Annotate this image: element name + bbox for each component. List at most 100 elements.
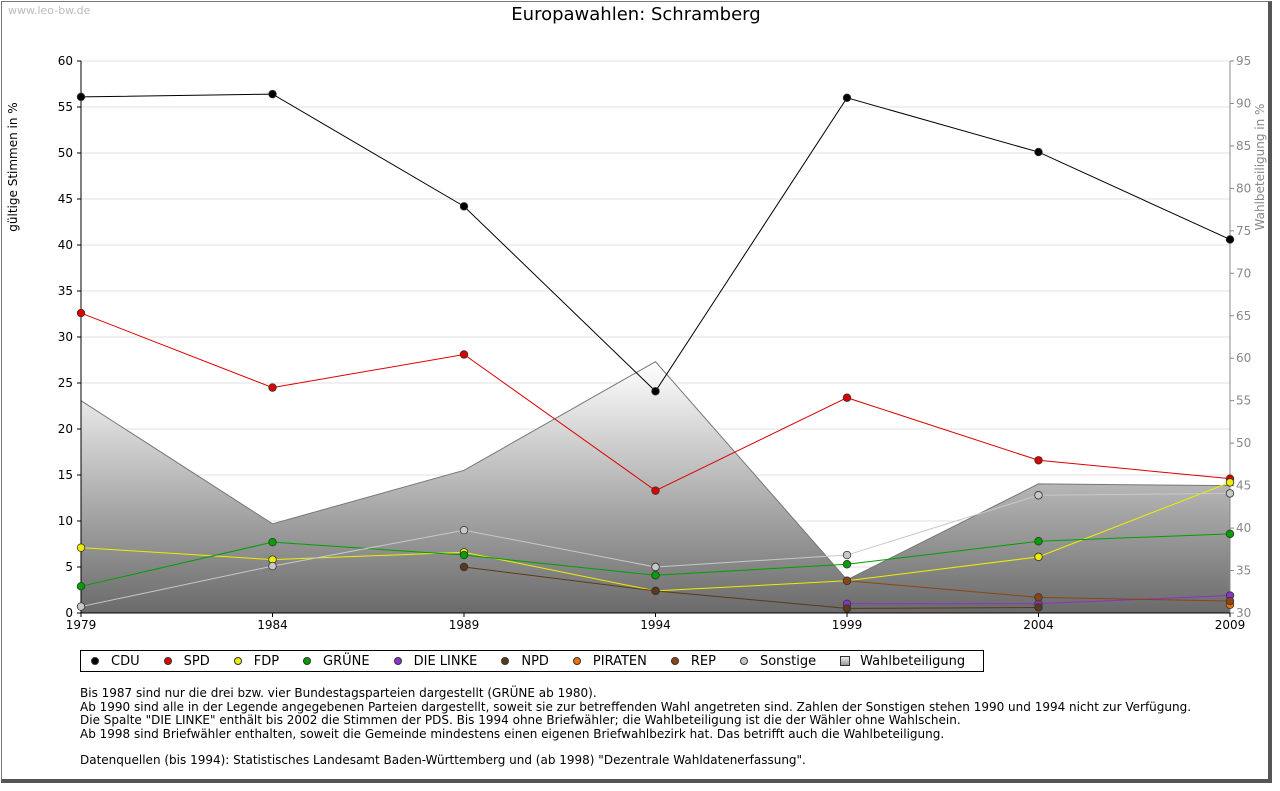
notes: Bis 1987 sind nur die drei bzw. vier Bun… [80, 686, 1192, 768]
point-cdu [268, 89, 277, 99]
y-tick-label: 45 [58, 192, 73, 206]
legend-label: PIRATEN [592, 653, 647, 669]
x-tick-label: 1999 [832, 618, 863, 632]
y-tick-label: 40 [58, 238, 73, 252]
legend-label: GRÜNE [323, 653, 370, 669]
note-line-1: Bis 1987 sind nur die drei bzw. vier Bun… [80, 686, 597, 700]
point-spd [842, 393, 852, 402]
note-line-2: Ab 1990 sind alle in der Legende angegeb… [80, 699, 1192, 714]
legend-item: Sonstige [739, 653, 817, 669]
y2-tick-label: 90 [1236, 96, 1251, 110]
y-tick-label: 0 [65, 606, 73, 620]
y-tick-label: 50 [58, 146, 73, 160]
legend-swatch [739, 657, 748, 665]
legend-label: SPD [183, 653, 210, 669]
point-sonstige [842, 550, 852, 560]
legend-label: FDP [253, 653, 280, 669]
point-gr-ne [651, 571, 660, 580]
point-fdp [1225, 478, 1235, 487]
chart-title: Europawahlen: Schramberg [511, 4, 761, 25]
point-npd [842, 604, 852, 613]
point-spd [651, 486, 660, 495]
point-spd [1034, 456, 1043, 465]
point-gr-ne [1034, 537, 1043, 546]
point-rep [1034, 593, 1043, 602]
point-fdp [1034, 552, 1043, 562]
point-sonstige [268, 561, 277, 571]
legend-swatch [303, 657, 312, 665]
y2-tick-label: 50 [1236, 436, 1251, 450]
point-sonstige [459, 526, 469, 535]
legend: CDU SPD FDP GRÜNE DIE LINKE NPD PIRATEN REP Sons… [80, 650, 985, 672]
legend-swatch [670, 657, 679, 665]
point-gr-ne [459, 550, 469, 560]
point-spd [459, 350, 469, 359]
y-tick-label: 10 [58, 514, 73, 528]
watermark: www.leo-bw.de [8, 4, 91, 17]
turnout-line [80, 360, 1231, 581]
legend-label: CDU [111, 653, 140, 669]
chart-svg: 0 5 10 15 20 25 30 35 40 45 50 55 60 30 35 40 45 50 55 60 65… [6, 54, 1267, 632]
legend-item: NPD [501, 654, 549, 669]
point-gr-ne [1225, 529, 1235, 539]
y-axis-label: gültige Stimmen in % [6, 102, 20, 231]
point-rep [1225, 596, 1235, 606]
note-line-5: Datenquellen (bis 1994): Statistisches L… [80, 753, 806, 767]
legend-label: NPD [521, 653, 549, 669]
point-cdu [1034, 147, 1043, 157]
legend-swatch [393, 657, 402, 665]
series-line-npd [463, 566, 1039, 609]
y2-tick-label: 95 [1236, 54, 1251, 68]
y-tick-label: 5 [65, 560, 73, 574]
x-tick-label: 2004 [1023, 618, 1054, 632]
y2-tick-label: 35 [1236, 564, 1251, 578]
y-tick-label: 35 [58, 284, 73, 298]
note-line-4: Ab 1998 sind Briefwähler enthalten, sowe… [80, 726, 945, 741]
legend-item: DIE LINKE [393, 654, 477, 669]
point-sonstige [1034, 491, 1043, 500]
y2-tick-label: 80 [1236, 181, 1251, 195]
legend-item: CDU [91, 654, 140, 669]
y2-tick-label: 60 [1236, 351, 1251, 365]
legend-swatch [572, 657, 581, 665]
point-cdu [76, 92, 86, 102]
point-cdu [651, 387, 660, 396]
point-cdu [459, 202, 469, 211]
y2-tick-label: 70 [1236, 266, 1251, 280]
point-sonstige [651, 562, 660, 572]
point-gr-ne [76, 582, 86, 591]
x-tick-label: 1994 [640, 618, 671, 632]
y-tick-label: 30 [58, 330, 73, 344]
x-tick-label: 2009 [1215, 618, 1246, 632]
y-tick-label: 60 [58, 54, 73, 68]
y-tick-label: 20 [58, 422, 73, 436]
legend-label: Wahlbeteiligung [860, 653, 966, 669]
legend-swatch [501, 657, 510, 665]
point-sonstige [1225, 489, 1235, 498]
point-npd [1034, 603, 1043, 612]
y-tick-label: 15 [58, 468, 73, 482]
note-line-3: Die Spalte "DIE LINKE" enthält bis 2002 … [80, 713, 961, 727]
point-gr-ne [268, 537, 277, 547]
point-spd [76, 308, 86, 318]
y2-tick-label: 55 [1236, 394, 1251, 408]
y2-tick-label: 65 [1236, 309, 1251, 323]
y-tick-label: 25 [58, 376, 73, 390]
legend-swatch [840, 656, 851, 666]
y2-axis-label: Wahlbeteiligung in % [1253, 104, 1267, 231]
point-gr-ne [842, 560, 852, 569]
x-tick-label: 1989 [449, 618, 480, 632]
y2-tick-label: 45 [1236, 479, 1251, 493]
series-line-cdu [80, 93, 1231, 393]
x-tick-label: 1984 [257, 618, 288, 632]
legend-item: REP [670, 653, 716, 669]
legend-label: Sonstige [759, 653, 817, 669]
legend-item: FDP [233, 653, 280, 669]
legend-item: SPD [163, 653, 210, 669]
y2-tick-label: 40 [1236, 521, 1251, 535]
point-spd [268, 383, 277, 392]
legend-swatch [233, 657, 242, 665]
legend-label: REP [690, 653, 716, 669]
legend-item: Wahlbeteiligung [840, 654, 965, 669]
point-sonstige [76, 602, 86, 611]
